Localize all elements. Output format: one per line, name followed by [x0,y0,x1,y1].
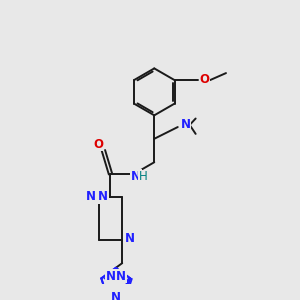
Text: N: N [98,190,108,203]
Text: O: O [93,138,103,151]
Text: N: N [125,232,135,245]
Text: N: N [131,169,141,183]
Text: H: H [139,170,148,184]
Text: O: O [200,73,209,86]
Text: N: N [106,270,116,283]
Text: N: N [116,270,126,283]
Text: N: N [110,291,120,300]
Text: N: N [180,118,190,131]
Text: N: N [86,190,96,203]
